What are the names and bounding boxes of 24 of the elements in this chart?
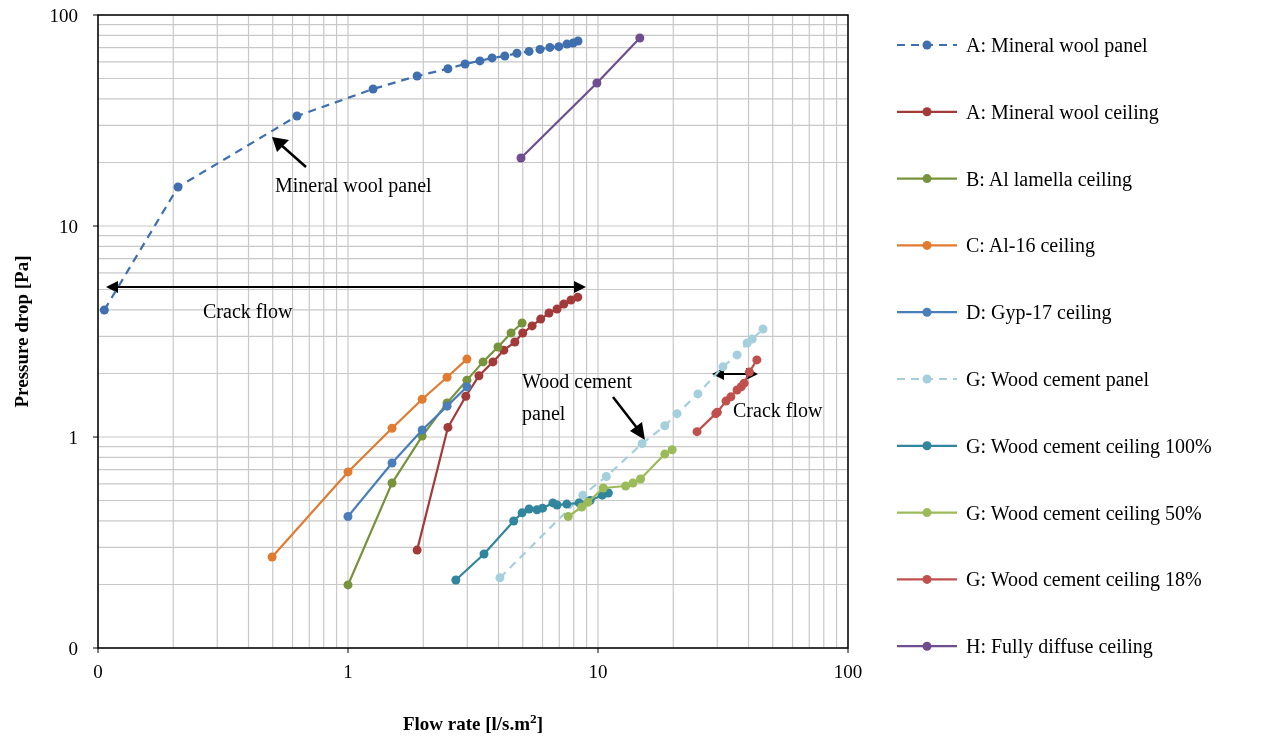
x-tick-label: 0 — [93, 661, 103, 682]
annotation: Wood cement panel — [522, 370, 633, 425]
annotation: Crack flow — [203, 300, 293, 322]
legend-label: H: Fully diffuse ceiling — [966, 635, 1153, 659]
x-tick-label: 100 — [833, 661, 863, 682]
legend-label: G: Wood cement panel — [966, 368, 1150, 391]
legend-label: D: Gyp-17 ceiling — [966, 301, 1112, 325]
legend-label: G: Wood cement ceiling 50% — [966, 501, 1202, 525]
y-tick-label: 0 — [68, 638, 78, 659]
y-axis-title: Pressure drop [Pa] — [11, 255, 32, 408]
y-tick-label: 10 — [59, 216, 78, 237]
legend-label: C: Al-16 ceiling — [966, 234, 1095, 258]
y-tick-label: 100 — [49, 5, 78, 26]
y-tick-label: 1 — [68, 427, 78, 448]
legend-label: A: Mineral wool ceiling — [966, 100, 1159, 124]
annotation: Crack flow — [733, 399, 823, 421]
legend-label: A: Mineral wool panel — [966, 34, 1149, 57]
x-tick-label: 10 — [588, 661, 608, 682]
legend-label: G: Wood cement ceiling 100% — [966, 434, 1212, 458]
x-axis-title: Flow rate [l/s.m$^{2}$] — [402, 710, 544, 734]
x-tick-label: 1 — [343, 661, 353, 682]
annotation: Mineral wool panel — [275, 174, 433, 197]
legend-label: B: Al lamella ceiling — [966, 167, 1133, 191]
legend-label: G: Wood cement ceiling 18% — [966, 568, 1202, 592]
